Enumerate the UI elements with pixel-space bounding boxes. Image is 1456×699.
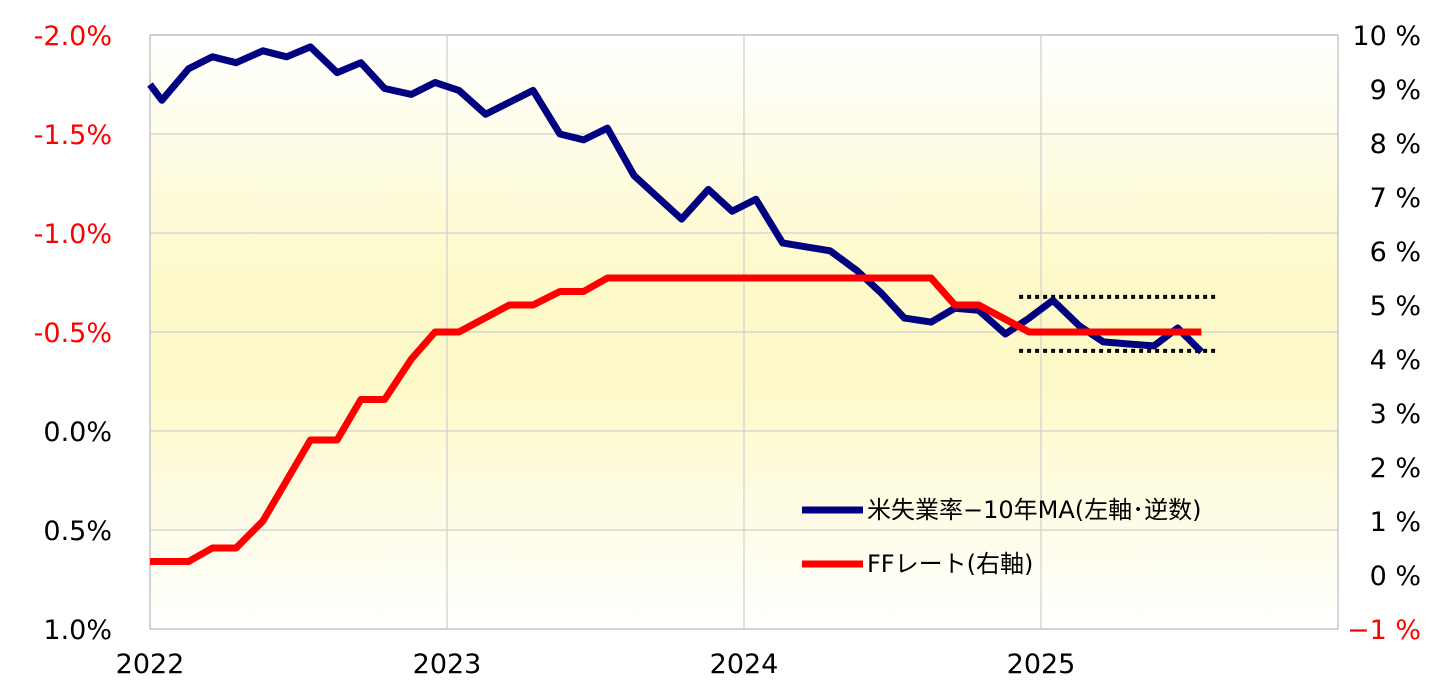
right-tick-label: 9 % bbox=[1370, 75, 1421, 106]
left-tick-label: 0.0% bbox=[43, 417, 112, 448]
right-tick-label: 6 % bbox=[1370, 237, 1421, 268]
legend-label: FFレート(右軸) bbox=[867, 550, 1033, 578]
right-tick-label: 7 % bbox=[1370, 183, 1421, 214]
right-tick-label: 4 % bbox=[1370, 345, 1421, 376]
unemployment-gap-series-line bbox=[147, 43, 1204, 355]
left-tick-label: -1.0% bbox=[34, 219, 112, 250]
left-axis-ticks: -2.0% -1.5% -1.0% -0.5% 0.0% 0.5% 1.0% bbox=[34, 21, 112, 646]
right-tick-label: −1 % bbox=[1347, 615, 1421, 646]
left-tick-label: 1.0% bbox=[43, 615, 112, 646]
x-tick-label: 2024 bbox=[710, 649, 779, 680]
legend: 米失業率−10年MA(左軸･逆数) FFレート(右軸) bbox=[802, 496, 1202, 578]
ff-rate-series-line bbox=[150, 274, 1202, 565]
right-axis-ticks: 10 % 9 % 8 % 7 % 6 % 5 % 4 % 3 % 2 % 1 % 0 % −1 % bbox=[1347, 21, 1421, 646]
x-tick-label: 2025 bbox=[1007, 649, 1076, 680]
x-tick-label: 2023 bbox=[413, 649, 482, 680]
right-tick-label: 1 % bbox=[1370, 507, 1421, 538]
right-tick-label: 8 % bbox=[1370, 129, 1421, 160]
x-tick-label: 2022 bbox=[116, 649, 185, 680]
right-tick-label: 10 % bbox=[1352, 21, 1421, 52]
x-axis-ticks: 2022 2023 2024 2025 bbox=[116, 649, 1076, 680]
annotations bbox=[1019, 294, 1217, 353]
left-tick-label: -0.5% bbox=[34, 318, 112, 349]
left-tick-label: -2.0% bbox=[34, 21, 112, 52]
legend-label: 米失業率−10年MA(左軸･逆数) bbox=[867, 496, 1202, 524]
plot-border bbox=[149, 34, 1339, 630]
left-tick-label: -1.5% bbox=[34, 120, 112, 151]
right-tick-label: 5 % bbox=[1370, 291, 1421, 322]
right-tick-label: 0 % bbox=[1370, 561, 1421, 592]
right-tick-label: 2 % bbox=[1370, 453, 1421, 484]
left-tick-label: 0.5% bbox=[43, 516, 112, 547]
right-tick-label: 3 % bbox=[1370, 399, 1421, 430]
series-lines bbox=[147, 43, 1204, 565]
